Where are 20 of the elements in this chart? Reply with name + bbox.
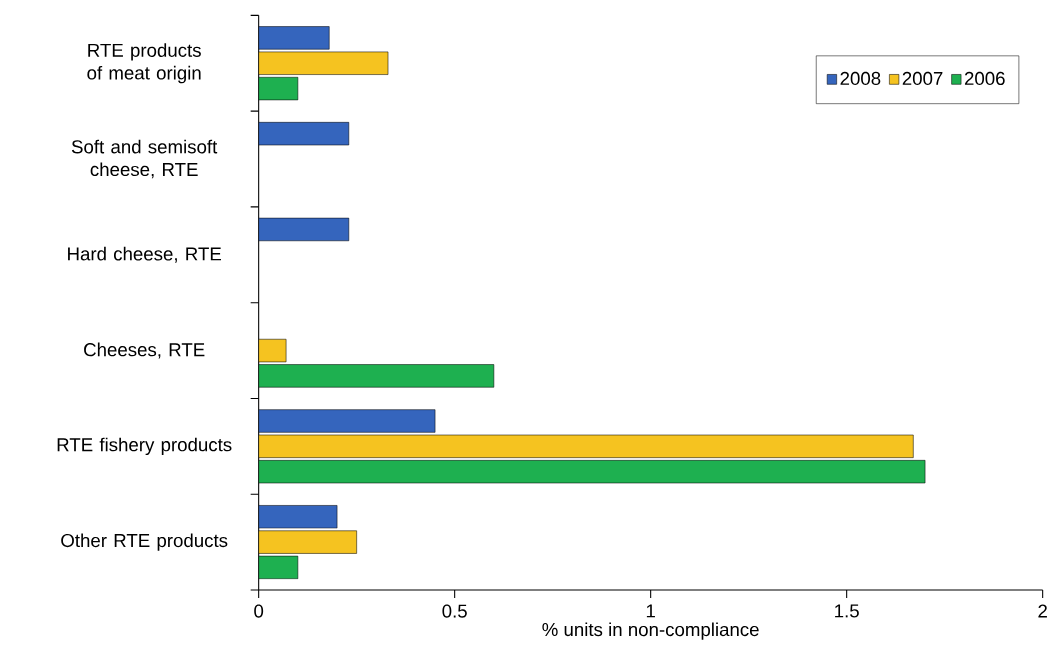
x-tick-label: 0.5 bbox=[442, 604, 467, 618]
y-tick-label: Hard cheese, RTE bbox=[68, 246, 221, 263]
bar bbox=[258, 505, 338, 529]
legend-label: 2006 bbox=[964, 71, 1005, 86]
x-axis-title: % units in non-compliance bbox=[542, 622, 759, 640]
legend-label: 2007 bbox=[902, 71, 943, 86]
bar bbox=[258, 460, 926, 484]
y-tick-label: RTE fishery products bbox=[57, 437, 232, 456]
x-tick-label: 1.5 bbox=[835, 604, 859, 618]
bar bbox=[258, 76, 299, 101]
y-tick-label: Soft and semisoft cheese, RTE bbox=[71, 139, 218, 179]
x-tick-label: 1 bbox=[646, 604, 655, 618]
legend-label: 2008 bbox=[840, 71, 881, 86]
y-tick-label: Cheeses, RTE bbox=[84, 342, 205, 359]
x-tick-label: 2 bbox=[1038, 604, 1047, 618]
bar bbox=[258, 122, 350, 146]
x-tick-label: 0 bbox=[254, 604, 264, 618]
y-tick-label: Other RTE products bbox=[61, 533, 228, 551]
bar bbox=[258, 217, 350, 242]
y-tick-label: RTE products of meat origin bbox=[87, 43, 201, 84]
